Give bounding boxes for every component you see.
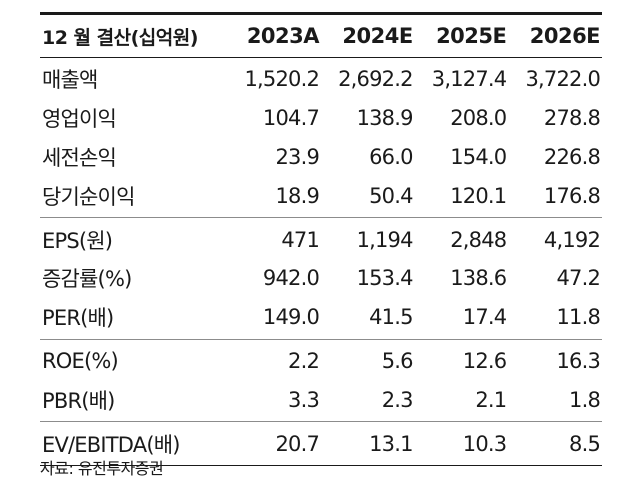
table-header-row: 12 월 결산(십억원) 2023A 2024E 2025E 2026E (40, 15, 602, 58)
cell-value: 8.5 (569, 431, 601, 456)
table-row: PER(배) 149.0 41.5 17.4 11.8 (40, 298, 602, 337)
row-label: EV/EBITDA(배) (42, 432, 180, 457)
valuation-group: EV/EBITDA(배) 20.7 13.1 10.3 8.5 (40, 422, 602, 466)
row-label: EPS(원) (42, 228, 113, 253)
table-top-rule (40, 12, 602, 15)
row-label: 당기순이익 (42, 184, 135, 209)
table-row: 세전손익 23.9 66.0 154.0 226.8 (40, 138, 602, 177)
cell-value: 138.6 (450, 266, 507, 291)
income-group: 매출액 1,520.2 2,692.2 3,127.4 3,722.0 영업이익… (40, 58, 602, 219)
cell-value: 208.0 (450, 106, 507, 131)
cell-value: 3,127.4 (431, 67, 507, 92)
table-row: ROE(%) 2.2 5.6 12.6 16.3 (40, 342, 602, 381)
cell-value: 278.8 (543, 106, 601, 131)
source-note: 자료: 유진투자증권 (40, 459, 164, 478)
row-label: 매출액 (42, 68, 98, 93)
cell-value: 471 (281, 227, 320, 252)
cell-value: 2.1 (475, 387, 507, 412)
cell-value: 149.0 (262, 305, 320, 330)
row-label: PBR(배) (42, 388, 115, 413)
cell-value: 2.3 (381, 387, 414, 412)
cell-value: 176.8 (543, 183, 601, 208)
header-col-2023a: 2023A (246, 24, 320, 48)
table-row: EPS(원) 471 1,194 2,848 4,192 (40, 220, 602, 259)
cell-value: 10.3 (462, 431, 507, 456)
cell-value: 50.4 (369, 183, 413, 208)
cell-value: 20.7 (275, 431, 320, 456)
cell-value: 3,722.0 (525, 67, 601, 92)
cell-value: 1,194 (356, 227, 414, 252)
header-label: 12 월 결산(십억원) (42, 26, 198, 49)
cell-value: 138.9 (356, 106, 414, 131)
row-label: 증감률(%) (42, 267, 132, 292)
row-label: ROE(%) (42, 348, 119, 373)
cell-value: 942.0 (262, 266, 320, 291)
cell-value: 11.8 (556, 305, 601, 330)
cell-value: 16.3 (556, 348, 601, 373)
cell-value: 18.9 (275, 183, 320, 208)
cell-value: 41.5 (369, 305, 413, 330)
header-col-2025e: 2025E (436, 24, 507, 48)
cell-value: 104.7 (262, 106, 320, 131)
per-share-group: EPS(원) 471 1,194 2,848 4,192 증감률(%) 942.… (40, 218, 602, 340)
cell-value: 23.9 (275, 144, 320, 169)
cell-value: 2.2 (288, 348, 320, 373)
cell-value: 12.6 (462, 348, 507, 373)
row-label: PER(배) (42, 306, 114, 331)
cell-value: 226.8 (543, 144, 601, 169)
cell-value: 66.0 (369, 144, 413, 169)
returns-group: ROE(%) 2.2 5.6 12.6 16.3 PBR(배) 3.3 2.3 … (40, 340, 602, 423)
table-row: PBR(배) 3.3 2.3 2.1 1.8 (40, 380, 602, 419)
cell-value: 13.1 (369, 431, 413, 456)
table-row: 영업이익 104.7 138.9 208.0 278.8 (40, 99, 602, 138)
table-row: 당기순이익 18.9 50.4 120.1 176.8 (40, 176, 602, 215)
cell-value: 4,192 (543, 227, 601, 252)
cell-value: 2,692.2 (338, 67, 413, 92)
cell-value: 5.6 (381, 348, 414, 373)
cell-value: 3.3 (288, 387, 320, 412)
financial-summary-table: 12 월 결산(십억원) 2023A 2024E 2025E 2026E 매출액… (40, 12, 602, 466)
table-row: EV/EBITDA(배) 20.7 13.1 10.3 8.5 (40, 424, 602, 463)
table-row: 증감률(%) 942.0 153.4 138.6 47.2 (40, 259, 602, 298)
header-col-2024e: 2024E (342, 24, 413, 48)
cell-value: 17.4 (462, 305, 507, 330)
row-label: 영업이익 (42, 107, 117, 132)
cell-value: 2,848 (450, 227, 507, 252)
cell-value: 154.0 (450, 144, 507, 169)
cell-value: 153.4 (356, 266, 414, 291)
cell-value: 1.8 (569, 387, 601, 412)
table-row: 매출액 1,520.2 2,692.2 3,127.4 3,722.0 (40, 60, 602, 99)
cell-value: 1,520.2 (244, 67, 320, 92)
header-col-2026e: 2026E (529, 24, 601, 48)
cell-value: 120.1 (450, 183, 507, 208)
cell-value: 47.2 (556, 266, 601, 291)
row-label: 세전손익 (42, 145, 117, 170)
